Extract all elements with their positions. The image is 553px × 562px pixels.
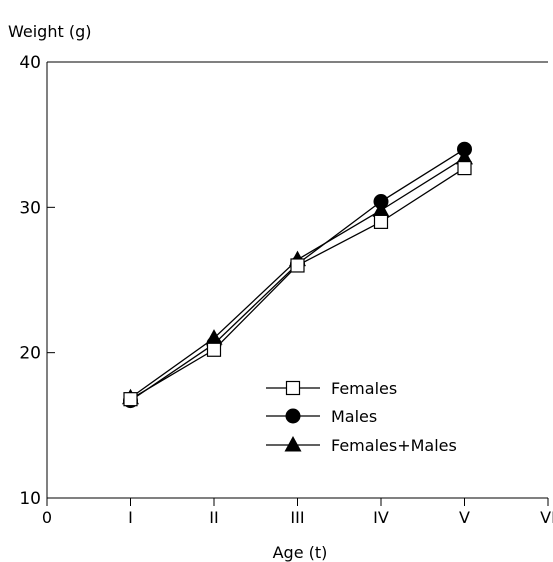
x-tick-label: VI <box>540 508 553 527</box>
legend-label: Males <box>331 407 377 426</box>
x-tick-label: II <box>209 508 218 527</box>
y-axis-title: Weight (g) <box>8 22 91 41</box>
x-tick-label: III <box>290 508 304 527</box>
x-tick-label: 0 <box>42 508 52 527</box>
series-line <box>130 167 465 400</box>
data-point <box>290 258 305 273</box>
legend-label: Females <box>331 379 397 398</box>
y-tick-label: 30 <box>19 198 41 218</box>
data-point <box>372 201 390 217</box>
legend: Females Males Females+Males <box>266 379 457 455</box>
y-tick-label: 40 <box>19 53 41 73</box>
y-tick-label: 10 <box>19 489 41 509</box>
series-layer <box>122 141 473 409</box>
y-axis: 10 20 30 40 <box>19 53 55 509</box>
data-point <box>373 214 389 229</box>
x-axis-title: Age (t) <box>273 543 328 562</box>
x-tick-label: V <box>459 508 470 527</box>
data-point <box>205 329 223 345</box>
legend-marker <box>285 380 301 396</box>
data-point <box>457 160 472 176</box>
legend-marker <box>284 436 302 452</box>
data-point <box>206 342 222 357</box>
series-line <box>130 148 465 402</box>
legend-label: Females+Males <box>331 436 457 455</box>
data-point <box>123 392 138 407</box>
legend-marker <box>285 408 301 424</box>
y-tick-label: 20 <box>19 344 41 364</box>
data-point <box>456 148 473 165</box>
x-tick-label: IV <box>373 508 389 527</box>
series-line <box>130 157 465 399</box>
plot-frame <box>46 61 548 499</box>
x-tick-label: I <box>128 508 133 527</box>
x-axis: 0IIIIIIIVVVI <box>42 498 553 527</box>
